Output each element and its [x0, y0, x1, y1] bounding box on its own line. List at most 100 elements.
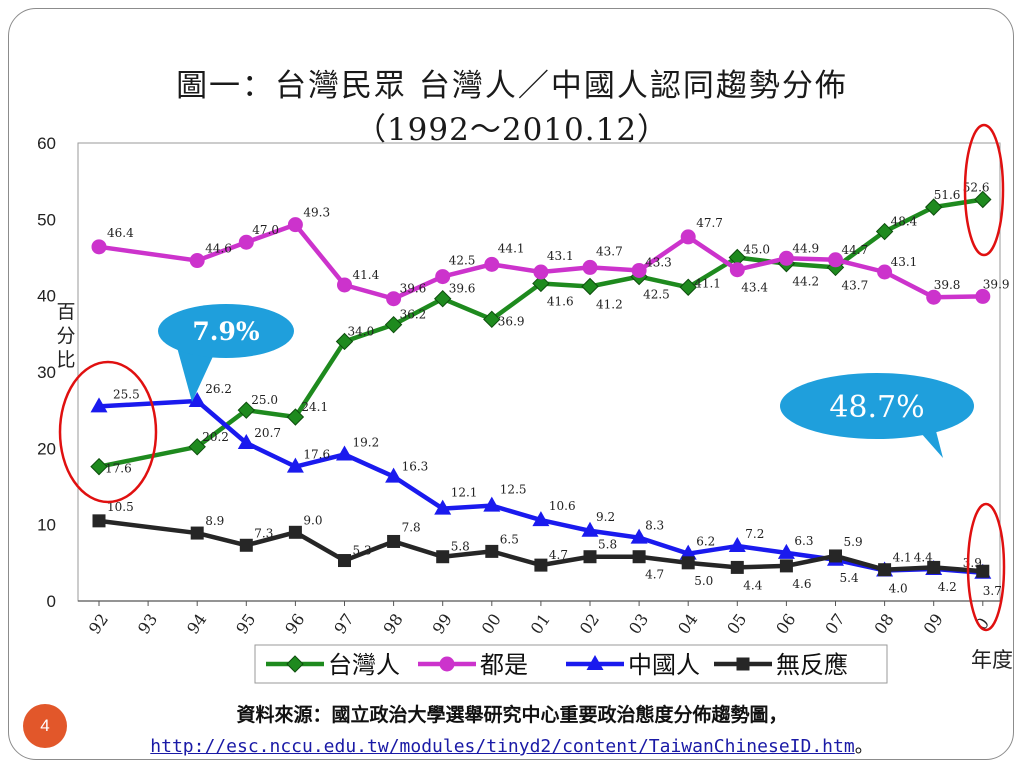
- highlight-ellipse-start: [58, 360, 158, 504]
- page-number-badge: 4: [23, 704, 67, 748]
- legend-item-no_response: 無反應: [714, 651, 848, 679]
- x-tick-label: 97: [330, 610, 357, 638]
- data-label-no_response: 9.0: [303, 513, 322, 527]
- y-tick-label: 30: [37, 363, 56, 382]
- data-label-chinese: 19.2: [353, 435, 380, 449]
- callout-left-bubble: [158, 304, 294, 358]
- data-label-chinese: 9.2: [596, 510, 615, 524]
- data-label-taiwanese: 43.7: [842, 278, 869, 292]
- marker-both: [189, 253, 205, 269]
- marker-both: [877, 264, 893, 280]
- callout-left-text: 7.9%: [192, 317, 259, 346]
- source-link[interactable]: http://esc.nccu.edu.tw/modules/tinyd2/co…: [150, 736, 855, 757]
- marker-no_response: [829, 549, 842, 563]
- source-end: 。: [854, 735, 874, 757]
- data-label-chinese: 12.1: [451, 486, 478, 500]
- marker-no_response: [632, 550, 646, 564]
- data-label-no_response: 5.0: [694, 574, 713, 588]
- legend-swatch-marker: [736, 657, 750, 671]
- x-tick-label: 05: [723, 610, 750, 638]
- legend-item-chinese: 中國人: [566, 651, 700, 679]
- marker-chinese: [581, 521, 599, 537]
- marker-both: [631, 262, 647, 278]
- data-label-chinese: 5.4: [840, 571, 859, 585]
- marker-no_response: [583, 550, 597, 564]
- data-label-chinese: 10.6: [549, 499, 576, 513]
- x-tick-label: 92: [85, 610, 112, 638]
- marker-taiwanese: [335, 332, 354, 351]
- data-label-both: 43.1: [547, 249, 574, 263]
- y-tick-label: 60: [37, 134, 56, 153]
- x-tick-label: 00: [478, 610, 505, 638]
- data-label-both: 43.4: [741, 281, 768, 295]
- data-label-taiwanese: 20.2: [202, 430, 229, 444]
- marker-chinese: [90, 397, 108, 413]
- data-label-both: 47.0: [252, 223, 279, 237]
- marker-both: [533, 264, 549, 280]
- source-label: 資料來源：國立政治大學選舉研究中心重要政治態度分佈趨勢圖，: [236, 704, 788, 726]
- y-axis-label-char: 百: [56, 301, 75, 323]
- x-tick-label: 93: [134, 610, 161, 638]
- marker-both: [435, 269, 451, 285]
- data-label-chinese: 20.7: [254, 426, 281, 440]
- data-label-chinese: 6.2: [696, 535, 715, 549]
- marker-chinese: [237, 433, 255, 449]
- data-label-both: 49.3: [303, 206, 330, 220]
- callout-right: 48.7%: [780, 373, 974, 458]
- marker-chinese: [532, 511, 550, 527]
- data-label-both: 41.4: [353, 268, 380, 282]
- y-tick-label: 20: [37, 439, 56, 458]
- legend-label: 中國人: [628, 651, 700, 679]
- legend-label: 無反應: [776, 651, 848, 679]
- x-tick-label: 96: [281, 610, 308, 638]
- data-label-chinese: 12.5: [500, 483, 527, 497]
- marker-both: [828, 252, 843, 268]
- data-label-no_response: 5.8: [598, 538, 617, 552]
- data-label-taiwanese: 25.0: [251, 393, 278, 407]
- marker-both: [778, 250, 794, 266]
- legend-item-both: 都是: [418, 651, 528, 679]
- marker-no_response: [730, 560, 744, 574]
- x-tick-label: 01: [527, 610, 554, 638]
- marker-no_response: [534, 558, 548, 572]
- y-tick-label: 0: [47, 592, 56, 611]
- marker-taiwanese: [974, 190, 992, 209]
- marker-taiwanese: [384, 315, 403, 334]
- plot-area: [77, 142, 1001, 602]
- marker-no_response: [288, 525, 302, 539]
- data-label-both: 39.6: [400, 282, 427, 296]
- data-label-taiwanese: 34.0: [348, 324, 375, 338]
- legend-swatch-marker: [286, 655, 304, 673]
- x-tick-label: 94: [183, 610, 210, 638]
- page-number: 4: [40, 716, 50, 735]
- data-label-both: 44.7: [842, 243, 869, 257]
- marker-no_response: [338, 554, 351, 568]
- data-label-both: 43.3: [645, 255, 672, 269]
- marker-taiwanese: [875, 222, 894, 241]
- data-label-chinese: 16.3: [402, 460, 429, 474]
- marker-both: [337, 277, 352, 293]
- legend-swatch-marker: [439, 656, 455, 672]
- marker-taiwanese: [90, 457, 108, 476]
- data-label-no_response: 4.7: [549, 548, 568, 562]
- data-label-taiwanese: 42.5: [643, 288, 670, 302]
- x-tick-label: 09: [920, 610, 947, 638]
- data-label-taiwanese: 52.6: [963, 180, 990, 194]
- marker-chinese: [630, 528, 648, 544]
- marker-chinese: [777, 543, 795, 559]
- marker-both: [975, 288, 991, 304]
- marker-no_response: [436, 550, 450, 564]
- marker-no_response: [878, 563, 892, 577]
- data-label-no_response: 4.7: [645, 568, 664, 582]
- highlight-ellipse-end-top: [963, 123, 1005, 257]
- marker-no_response: [976, 564, 990, 578]
- marker-chinese: [385, 467, 403, 483]
- data-label-no_response: 7.3: [254, 526, 273, 540]
- data-label-no_response: 7.8: [402, 520, 421, 534]
- data-label-no_response: 4.1: [893, 551, 912, 565]
- marker-no_response: [92, 514, 106, 528]
- data-label-taiwanese: 17.6: [105, 462, 132, 476]
- chart-markers: [90, 190, 992, 579]
- marker-chinese: [286, 457, 304, 473]
- legend-label: 台灣人: [328, 651, 400, 679]
